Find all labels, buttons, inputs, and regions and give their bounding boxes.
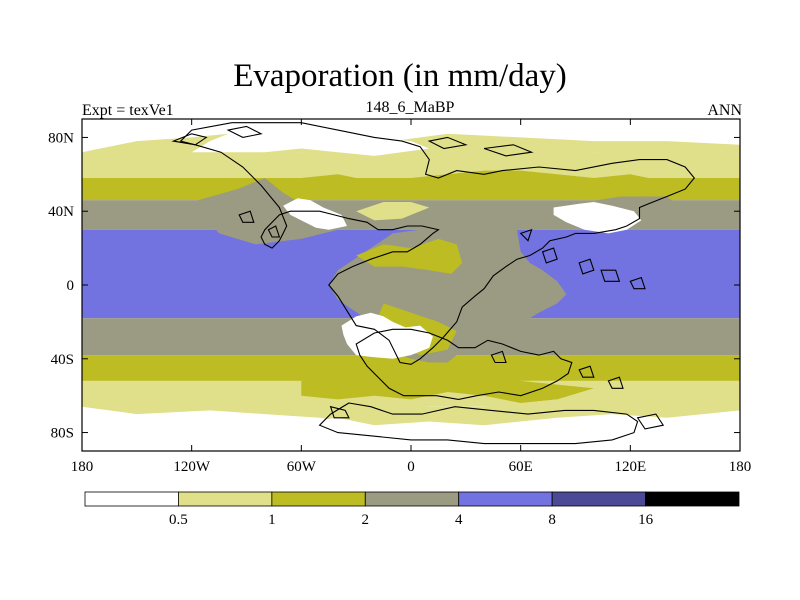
colorbar-swatch — [458, 491, 553, 507]
contour-region — [356, 202, 430, 221]
map-fill-layer — [82, 119, 740, 451]
x-tick-label: 180 — [729, 459, 752, 475]
colorbar: 0.5 1 2 4 8 16 — [84, 491, 740, 528]
coastline — [171, 133, 208, 146]
colorbar-level-label: 1 — [268, 512, 276, 528]
axes-layer: 180 120W 60W 0 60E 120E 180 80N 40N 0 40S 80S — [48, 119, 751, 475]
coastline — [226, 125, 263, 138]
coastline — [490, 350, 507, 364]
coastline — [355, 328, 573, 400]
colorbar-level-label: 2 — [362, 512, 370, 528]
x-tick-label: 60E — [509, 459, 533, 475]
experiment-label: Expt = texVe1 — [82, 102, 174, 119]
colorbar-level-label: 8 — [548, 512, 556, 528]
coastline — [541, 247, 558, 264]
colorbar-level-label: 0.5 — [169, 512, 188, 528]
x-tick-label: 60W — [287, 459, 317, 475]
coastline — [578, 258, 595, 275]
coastline — [600, 269, 621, 282]
colorbar-swatch — [178, 491, 273, 507]
zonal-band — [82, 355, 740, 381]
coastline — [607, 376, 624, 389]
coastline-layer — [171, 122, 696, 445]
chart-title: Evaporation (in mm/day) — [233, 58, 567, 94]
contour-region — [191, 178, 338, 245]
x-tick-label: 120W — [173, 459, 211, 475]
y-tick-label: 40S — [51, 352, 74, 368]
season-label: ANN — [707, 102, 742, 119]
y-tick-label: 40N — [48, 204, 74, 220]
colorbar-swatch — [271, 491, 366, 507]
contour-region — [553, 202, 642, 234]
coastline — [519, 228, 533, 242]
colorbar-swatch — [645, 491, 740, 507]
y-tick-label: 0 — [67, 278, 75, 294]
y-tick-label: 80S — [51, 426, 74, 442]
colorbar-swatch — [84, 491, 179, 507]
contour-region — [341, 312, 433, 359]
coastline — [238, 210, 255, 223]
contour-region — [301, 170, 667, 201]
x-tick-label: 180 — [71, 459, 94, 475]
zonal-band — [82, 152, 740, 179]
colorbar-level-label: 4 — [455, 512, 463, 528]
contour-region — [301, 369, 594, 403]
x-tick-label: 0 — [407, 459, 415, 475]
coastline — [179, 122, 696, 365]
colorbar-level-label: 16 — [638, 512, 654, 528]
coastline — [318, 402, 639, 445]
coastline — [267, 225, 281, 238]
coastline — [329, 405, 350, 419]
coastline — [629, 276, 646, 290]
coastline — [636, 413, 665, 430]
contour-region — [283, 198, 347, 230]
colorbar-swatch — [551, 491, 646, 507]
coastline — [427, 136, 468, 150]
colorbar-swatch — [364, 491, 460, 507]
period-label: 148_6_MaBP — [365, 99, 455, 116]
x-tick-label: 120E — [614, 459, 646, 475]
contour-region — [191, 130, 430, 156]
contour-region — [356, 238, 463, 274]
coastline — [578, 365, 595, 378]
y-tick-label: 80N — [48, 130, 74, 146]
contour-region — [82, 399, 740, 426]
coastline — [483, 144, 534, 157]
